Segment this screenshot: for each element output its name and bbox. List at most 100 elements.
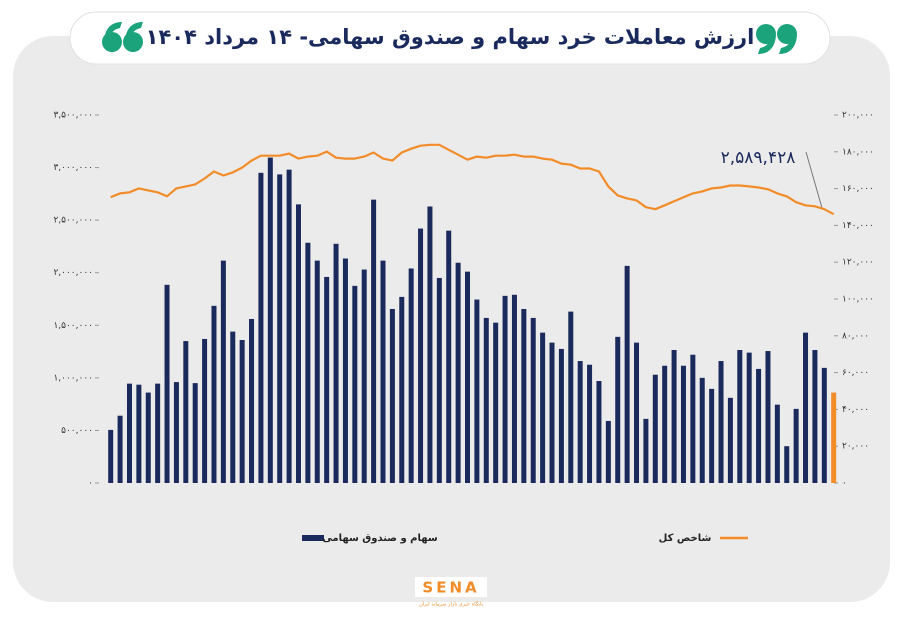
y2-tick-label: ۰ xyxy=(842,479,847,489)
bar xyxy=(277,174,283,484)
bar xyxy=(615,336,621,483)
bar xyxy=(192,383,198,483)
card xyxy=(13,36,890,602)
bar xyxy=(699,377,705,483)
bar xyxy=(493,322,499,483)
bar xyxy=(587,364,593,483)
y-tick-label: ۳,۵۰۰,۰۰۰ xyxy=(53,111,93,121)
bar xyxy=(765,351,771,483)
bar xyxy=(727,397,733,483)
bar xyxy=(690,354,696,483)
bar xyxy=(831,392,837,483)
bar xyxy=(267,157,273,483)
y2-tick-label: ۴۰,۰۰۰ xyxy=(842,405,869,415)
bar xyxy=(126,383,132,483)
bar xyxy=(258,172,264,484)
bar xyxy=(183,341,189,483)
bar xyxy=(718,361,724,483)
bar xyxy=(756,368,762,483)
bar xyxy=(427,206,433,483)
bar xyxy=(117,415,123,483)
bar xyxy=(380,260,386,483)
bar xyxy=(746,352,752,483)
bar xyxy=(709,388,715,483)
y2-tick-label: ۲۰۰,۰۰۰ xyxy=(842,111,874,121)
bar xyxy=(549,342,555,483)
bar xyxy=(465,271,470,483)
logo-box xyxy=(415,577,487,597)
bar xyxy=(446,230,452,483)
logo: SENA xyxy=(422,579,479,597)
bar xyxy=(821,367,827,483)
quote-left xyxy=(102,22,143,52)
bar xyxy=(295,204,301,483)
y-tick-label: ۰ xyxy=(88,479,93,489)
y2-tick-label: ۱۰۰,۰۰۰ xyxy=(842,295,874,305)
bar xyxy=(624,265,630,483)
bar xyxy=(333,243,339,483)
logo-tagline: پایگاه خبری بازار سرمایه ایران xyxy=(419,601,483,608)
y2-tick-label: ۱۸۰,۰۰۰ xyxy=(842,147,874,157)
bar xyxy=(511,294,517,483)
bar xyxy=(164,284,170,483)
bar xyxy=(643,418,649,483)
title-pill xyxy=(69,11,831,65)
bar xyxy=(662,365,668,483)
chart-title: ارزش معاملات خرد سهام و صندوق سهامی- ۱۴ … xyxy=(146,25,755,49)
y-tick-label: ۵۰۰,۰۰۰ xyxy=(61,426,93,436)
bar xyxy=(305,242,311,483)
y-tick-label: ۲,۵۰۰,۰۰۰ xyxy=(53,216,93,226)
bar xyxy=(108,429,114,483)
y2-tick-label: ۱۶۰,۰۰۰ xyxy=(842,184,874,194)
y2-tick-label: ۱۲۰,۰۰۰ xyxy=(842,258,874,268)
bar xyxy=(774,404,780,483)
bar xyxy=(530,317,536,483)
bar xyxy=(577,361,583,483)
bar xyxy=(455,262,461,483)
bar xyxy=(408,268,414,483)
legend-swatch xyxy=(302,535,324,541)
bar xyxy=(540,332,546,483)
bar xyxy=(286,169,292,483)
bar xyxy=(399,296,405,483)
bar xyxy=(596,381,602,483)
bar xyxy=(136,384,142,483)
bar xyxy=(474,299,480,483)
bar xyxy=(239,340,245,483)
bar xyxy=(812,349,818,483)
bar xyxy=(737,349,743,483)
bar xyxy=(793,408,799,483)
bar xyxy=(352,285,358,483)
bar xyxy=(145,392,151,483)
bar xyxy=(389,308,395,483)
bar xyxy=(803,332,809,483)
y-tick-label: ۱,۵۰۰,۰۰۰ xyxy=(53,321,93,331)
bar xyxy=(671,349,677,483)
bar xyxy=(634,342,640,483)
bar xyxy=(314,260,320,483)
bar xyxy=(784,446,790,483)
quote-right xyxy=(756,24,797,54)
y2-tick-label: ۸۰,۰۰۰ xyxy=(842,331,869,341)
annotation: ۲,۵۸۹,۴۲۸ xyxy=(721,148,796,168)
y2-tick-label: ۶۰,۰۰۰ xyxy=(842,368,869,378)
bar xyxy=(342,258,348,483)
annotation-leader xyxy=(805,151,823,209)
bar xyxy=(249,318,255,483)
legend-label: سهام و صندوق سهامی xyxy=(322,533,438,544)
bar xyxy=(202,338,208,483)
bar xyxy=(680,365,686,483)
bar xyxy=(211,305,217,483)
line xyxy=(110,143,835,216)
y-tick-label: ۱,۰۰۰,۰۰۰ xyxy=(53,373,93,383)
bar xyxy=(418,228,424,483)
bar xyxy=(324,276,330,483)
legend-label: شاخص کل xyxy=(659,533,712,544)
y-tick-label: ۳,۰۰۰,۰۰۰ xyxy=(53,163,93,173)
bar xyxy=(155,383,161,483)
bar xyxy=(361,269,367,483)
bar xyxy=(521,308,527,483)
bar xyxy=(483,317,489,483)
bar xyxy=(220,260,226,483)
bar xyxy=(173,382,179,483)
